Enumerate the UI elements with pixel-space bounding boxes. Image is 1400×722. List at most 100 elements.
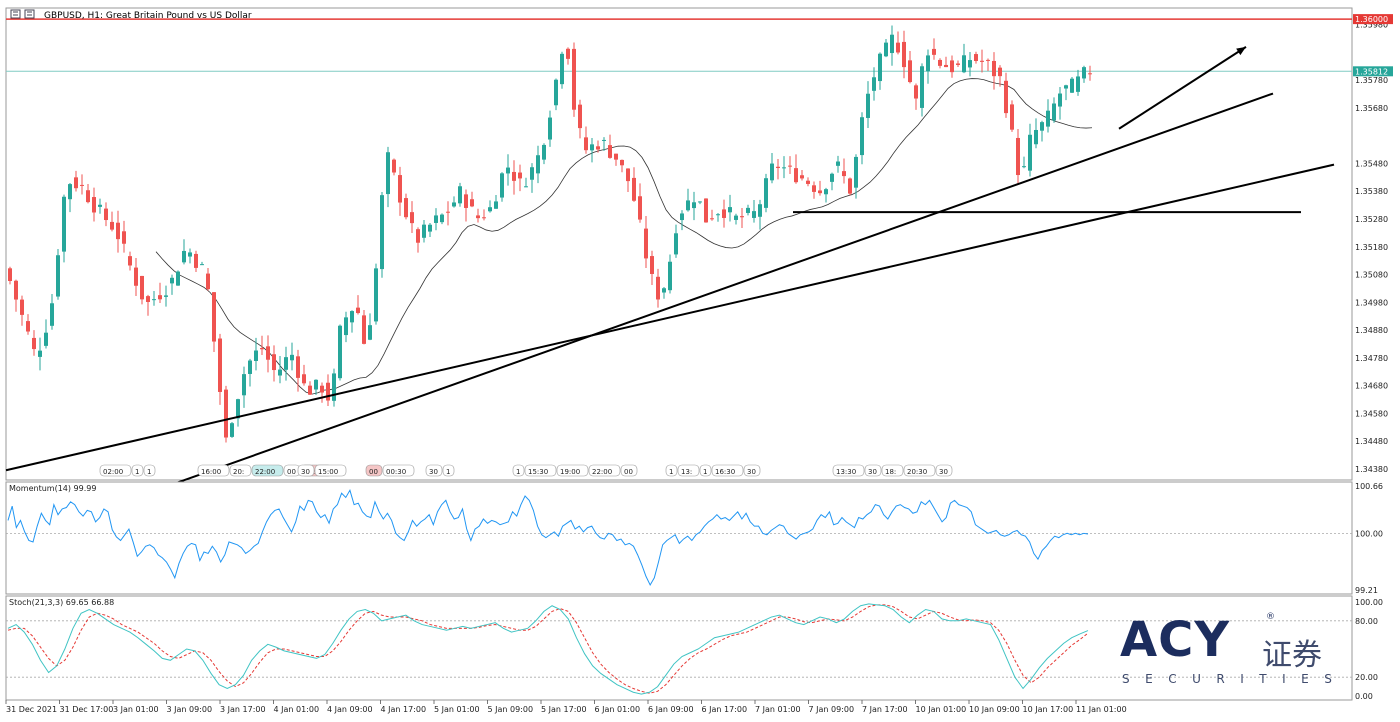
event-marker-badge xyxy=(524,464,557,477)
price-tick-label: 1.34980 xyxy=(1355,298,1388,307)
bullish-candle xyxy=(1034,129,1038,145)
bullish-candle xyxy=(548,117,552,140)
resistance-price-tag xyxy=(1353,14,1393,25)
bullish-candle xyxy=(542,144,546,160)
bullish-candle xyxy=(692,202,696,209)
bullish-candle xyxy=(44,332,48,346)
bullish-candle xyxy=(488,207,492,212)
logo-subtitle: SECURITIES xyxy=(1122,672,1348,686)
stochastic-panel[interactable]: Stoch(21,3,3) 69.65 66.88 100.00 80.00 20.0… xyxy=(5,595,1383,701)
bullish-candle xyxy=(230,423,234,437)
price-tick-label: 1.35180 xyxy=(1355,243,1388,252)
bearish-candle xyxy=(8,268,12,281)
event-marker-label: 30 xyxy=(868,468,877,476)
bearish-candle xyxy=(32,337,36,350)
bearish-candle xyxy=(482,217,486,219)
event-marker-label: 1 xyxy=(446,468,450,476)
event-marker-badge xyxy=(743,464,761,477)
event-marker-badge xyxy=(935,464,953,477)
event-marker-badge xyxy=(864,464,882,477)
event-marker-badge xyxy=(197,464,230,477)
bullish-candle xyxy=(1028,134,1032,171)
time-tick-label: 5 Jan 01:00 xyxy=(434,705,480,714)
event-marker-label: 1 xyxy=(147,468,151,476)
bullish-candle xyxy=(380,195,384,270)
bearish-candle xyxy=(992,60,996,77)
event-marker-badge xyxy=(699,464,712,477)
event-marker-badge xyxy=(711,464,744,477)
bullish-candle xyxy=(428,224,432,232)
symbol-icon[interactable] xyxy=(10,9,35,19)
bearish-candle xyxy=(26,321,30,332)
logo-main-text: ACY xyxy=(1120,612,1231,668)
bid-price-label: 1.35812 xyxy=(1355,67,1388,76)
bearish-candle xyxy=(266,346,270,360)
bullish-candle xyxy=(422,224,426,238)
bullish-candle xyxy=(242,374,246,396)
bearish-candle xyxy=(644,228,648,259)
bullish-candle xyxy=(236,399,240,419)
time-tick-label: 11 Jan 01:00 xyxy=(1076,705,1127,714)
time-tick-label: 6 Jan 17:00 xyxy=(702,705,748,714)
time-tick-label: 7 Jan 01:00 xyxy=(755,705,801,714)
event-marker-badge xyxy=(99,464,132,477)
price-tick-label: 1.34480 xyxy=(1355,437,1388,446)
bullish-candle xyxy=(1052,103,1056,121)
time-tick-label: 3 Jan 09:00 xyxy=(167,705,213,714)
bearish-candle xyxy=(326,382,330,401)
bearish-candle xyxy=(392,159,396,173)
event-marker-badge xyxy=(620,464,638,477)
price-tick-label: 1.34880 xyxy=(1355,326,1388,335)
bearish-candle xyxy=(122,231,126,244)
bearish-candle xyxy=(158,295,162,300)
bullish-candle xyxy=(698,201,702,203)
bullish-candle xyxy=(926,55,930,72)
bullish-candle xyxy=(152,299,156,301)
stochastic-tick-label: 80.00 xyxy=(1355,617,1378,626)
bearish-candle xyxy=(410,212,414,224)
event-marker-label: 15:00 xyxy=(318,468,338,476)
bearish-candle xyxy=(818,190,822,194)
bearish-candle xyxy=(848,178,852,194)
bullish-candle xyxy=(344,317,348,336)
bullish-candle xyxy=(686,200,690,211)
event-marker-label: 00:30 xyxy=(386,468,406,476)
price-tick-label: 1.34680 xyxy=(1355,382,1388,391)
time-tick-label: 10 Jan 01:00 xyxy=(916,705,967,714)
bearish-candle xyxy=(104,208,108,221)
momentum-panel[interactable]: Momentum(14) 99.99 100.66 100.00 99.21 xyxy=(5,481,1383,595)
bullish-candle xyxy=(536,155,540,174)
bearish-candle xyxy=(938,59,942,66)
price-panel[interactable]: 1.35980 1.35780 1.35680 1.35480 1.35380 1.352… xyxy=(5,7,1393,484)
event-marker-badge xyxy=(365,464,383,477)
bullish-candle xyxy=(728,207,732,213)
bullish-candle xyxy=(824,189,828,195)
bearish-candle xyxy=(416,229,420,243)
bullish-candle xyxy=(866,93,870,118)
bearish-candle xyxy=(212,292,216,342)
event-marker-label: 22:00 xyxy=(255,468,275,476)
event-marker-label: 30 xyxy=(429,468,438,476)
momentum-title: Momentum(14) 99.99 xyxy=(9,484,96,493)
bullish-candle xyxy=(386,152,390,195)
bullish-candle xyxy=(770,163,774,181)
event-marker-badge xyxy=(512,464,525,477)
bearish-candle xyxy=(626,168,630,182)
bullish-candle xyxy=(254,350,258,361)
time-tick-label: 31 Dec 17:00 xyxy=(60,705,114,714)
bearish-candle xyxy=(584,137,588,151)
bearish-candle xyxy=(788,165,792,167)
bullish-candle xyxy=(872,77,876,91)
bearish-candle xyxy=(74,177,78,189)
bullish-candle xyxy=(530,167,534,180)
bearish-candle xyxy=(1010,104,1014,130)
bullish-candle xyxy=(284,357,288,370)
bullish-candle xyxy=(200,264,204,266)
bullish-candle xyxy=(836,161,840,166)
bid-price-tag xyxy=(1353,66,1393,77)
bearish-candle xyxy=(224,389,228,438)
bullish-candle xyxy=(332,373,336,401)
bullish-candle xyxy=(560,53,564,85)
event-marker-label: 1 xyxy=(703,468,707,476)
